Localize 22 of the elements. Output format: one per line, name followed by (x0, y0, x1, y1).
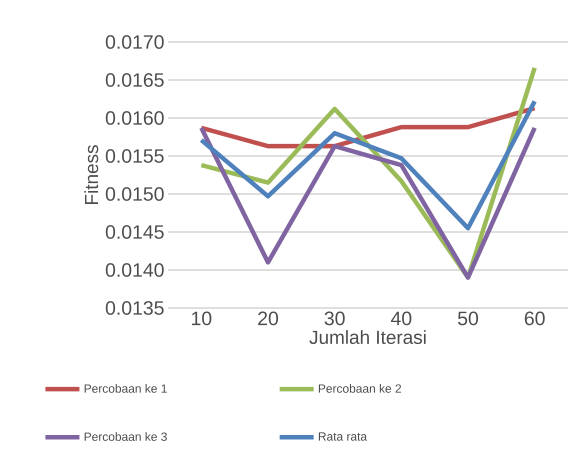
x-tick-label: 60 (524, 312, 545, 326)
legend-label: Percobaan ke 2 (318, 384, 402, 393)
x-tick-label: 10 (192, 312, 212, 326)
y-tick-label: 0.0155 (106, 149, 164, 163)
legend-label: Percobaan ke 1 (84, 384, 167, 393)
y-tick-label: 0.0165 (106, 73, 164, 87)
x-tick-label: 40 (390, 312, 412, 326)
x-axis-title: Jumlah Iterasi (309, 330, 426, 344)
x-tick-label: 30 (324, 312, 345, 326)
y-tick-label: 0.0135 (106, 301, 164, 315)
y-tick-label: 0.0145 (106, 225, 164, 239)
legend-label: Percobaan ke 3 (84, 432, 167, 441)
line-series (199, 126, 537, 280)
y-axis-title: Fitness (84, 145, 98, 204)
y-tick-label: 0.0140 (106, 263, 164, 277)
x-tick-label: 50 (458, 312, 478, 326)
y-tick-label: 0.0150 (106, 187, 164, 201)
y-tick-label: 0.0170 (106, 35, 164, 49)
legend-label: Rata rata (318, 432, 368, 441)
y-tick-label: 0.0160 (106, 111, 164, 125)
line-series (199, 99, 537, 230)
x-tick-label: 20 (258, 312, 278, 326)
